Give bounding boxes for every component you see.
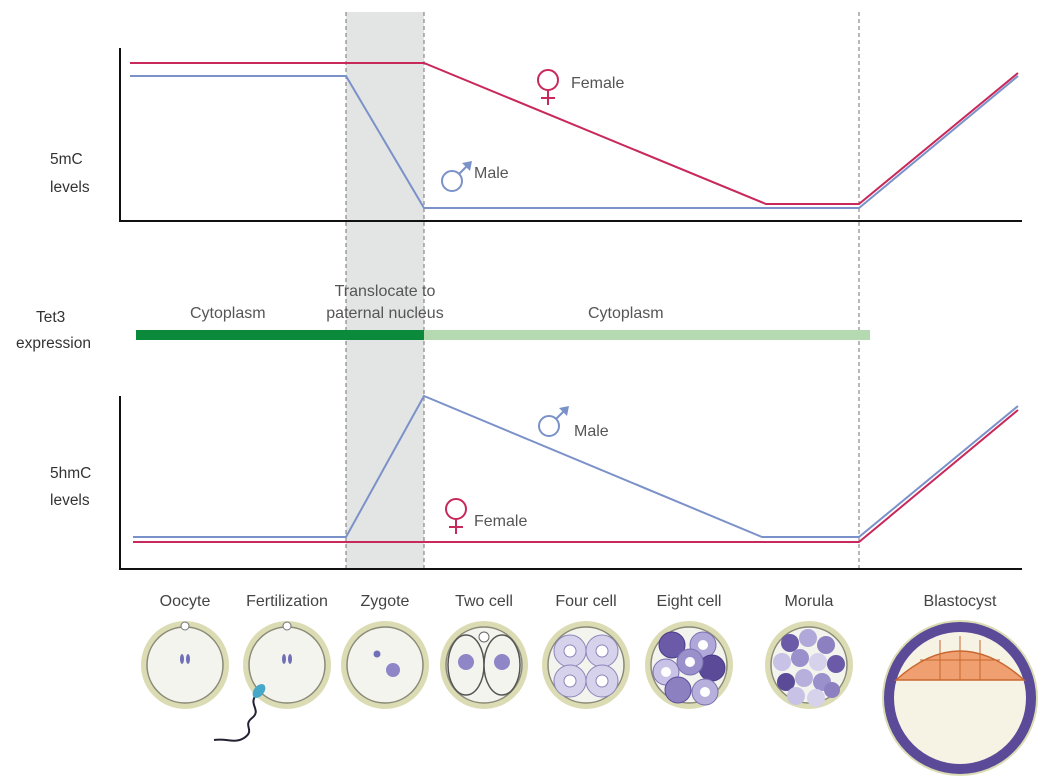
top-female-label: Female [571, 75, 624, 92]
tet3-bar-cytoplasm-light [424, 330, 870, 340]
bottom-female-line [133, 409, 1019, 543]
bottom-male-line [133, 394, 1019, 538]
bottom-ylabel-line1: 5hmC [50, 465, 91, 482]
top-female-line [130, 62, 1019, 205]
oocyte-illustration [141, 621, 229, 709]
top-male-line [130, 75, 1019, 209]
top-panel: 5mC levels Female Male [50, 48, 1022, 222]
bottom-panel: 5hmC levels Male Female [50, 394, 1022, 570]
stage-label-blastocyst: Blastocyst [924, 593, 997, 610]
two-cell-illustration [440, 621, 528, 709]
venus-icon [445, 498, 467, 534]
stage-label-zygote: Zygote [361, 593, 410, 610]
stage-label-eight-cell: Eight cell [657, 593, 722, 610]
blastocyst-illustration [882, 620, 1038, 776]
bottom-ylabel-line2: levels [50, 492, 90, 509]
stage-label-two-cell: Two cell [455, 593, 513, 610]
stage-label-fertilization: Fertilization [246, 593, 328, 610]
tet3-label-line1: Tet3 [36, 309, 65, 326]
tet3-region-middle-line1: Translocate to [335, 283, 436, 300]
zygote-illustration [341, 621, 429, 709]
top-ylabel-line2: levels [50, 179, 90, 196]
tet3-region-right: Cytoplasm [588, 305, 664, 322]
tet3-label-line2: expression [16, 335, 91, 352]
four-cell-illustration [542, 621, 630, 709]
tet3-row: Tet3 expression Cytoplasm Translocate to… [16, 283, 870, 352]
top-male-label: Male [474, 165, 509, 182]
stage-label-oocyte: Oocyte [160, 593, 211, 610]
zygote-shaded-band [346, 12, 424, 568]
mars-icon [538, 406, 569, 437]
eight-cell-illustration [645, 621, 733, 709]
tet3-region-middle-line2: paternal nucleus [326, 305, 443, 322]
mars-icon [441, 161, 472, 192]
bottom-female-label: Female [474, 513, 527, 530]
stage-label-four-cell: Four cell [555, 593, 616, 610]
morula-illustration [765, 621, 853, 709]
top-ylabel-line1: 5mC [50, 151, 83, 168]
embryo-illustrations [141, 620, 1038, 776]
stage-label-morula: Morula [785, 593, 834, 610]
venus-icon [537, 69, 559, 105]
tet3-region-left: Cytoplasm [190, 305, 266, 322]
fertilization-illustration [213, 621, 331, 742]
bottom-male-label: Male [574, 423, 609, 440]
stage-labels: Oocyte Fertilization Zygote Two cell Fou… [160, 593, 997, 610]
tet3-bar-cytoplasm-dark [136, 330, 424, 340]
